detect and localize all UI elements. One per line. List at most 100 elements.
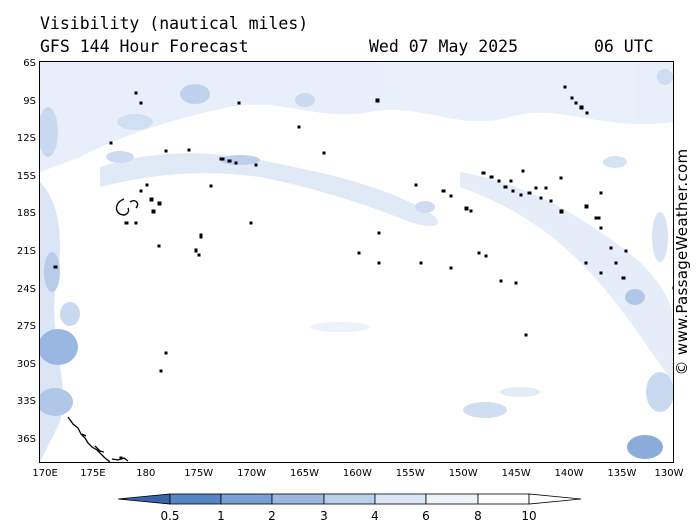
lon-label: 175E	[80, 468, 106, 479]
island-dot	[503, 185, 508, 189]
legend-level-label: 0.5	[160, 509, 180, 523]
lon-label: 155W	[395, 468, 425, 479]
island-dot	[614, 261, 618, 265]
haze-patch	[117, 114, 153, 130]
island-dot	[544, 186, 548, 190]
island-dot	[449, 194, 453, 198]
haze-patch	[60, 302, 80, 326]
island-dot	[585, 111, 589, 115]
forecast-time: 06 UTC	[594, 37, 654, 56]
lon-label: 175W	[184, 468, 214, 479]
visibility-shading	[40, 62, 673, 462]
island-dot	[534, 186, 538, 190]
lat-label: 33S	[16, 396, 36, 408]
new-zealand-coast	[67, 416, 129, 462]
lon-label: 180	[136, 468, 156, 479]
haze-patch	[106, 151, 134, 163]
legend-level-label: 3	[320, 509, 328, 523]
haze-band-central	[100, 153, 439, 227]
island-dot	[519, 193, 523, 197]
lat-label: 36S	[16, 434, 36, 445]
haze-patch	[310, 322, 370, 332]
island-dot	[594, 216, 598, 220]
haze-patch	[40, 388, 73, 416]
lon-label: 145W	[501, 468, 531, 479]
lon-label: 170W	[237, 468, 267, 479]
legend-swatch	[271, 493, 325, 505]
haze-patch	[463, 402, 507, 418]
legend-level-label: 4	[371, 509, 379, 523]
map-title: Visibility (nautical miles)	[40, 14, 309, 33]
haze-patch	[180, 84, 210, 104]
island-dot	[194, 248, 198, 253]
island-dot	[449, 266, 453, 270]
legend-level-label: 1	[217, 509, 225, 523]
island-dot	[159, 369, 163, 373]
haze-patch	[44, 252, 60, 292]
island-dot	[527, 191, 532, 195]
legend-swatch	[323, 493, 376, 505]
island-dot	[227, 159, 232, 163]
haze-patch	[603, 156, 627, 168]
island-dot	[609, 246, 613, 250]
island-dot	[497, 179, 501, 183]
island-dot	[297, 125, 301, 129]
island-dot	[209, 184, 213, 188]
island-dot	[157, 201, 162, 206]
island-dot	[524, 333, 528, 337]
lon-label: 170E	[32, 468, 58, 479]
island-dot	[484, 254, 488, 258]
island-dot	[489, 175, 494, 179]
haze-patch	[415, 201, 435, 213]
lon-label: 135W	[607, 468, 637, 479]
legend-swatch	[425, 493, 479, 505]
lat-label: 27S	[16, 321, 36, 333]
island-dot	[539, 196, 543, 200]
island-dot	[109, 141, 113, 145]
haze-patch	[500, 387, 540, 397]
island-dot	[157, 244, 161, 248]
island-dot	[599, 191, 603, 195]
lon-label: 165W	[290, 468, 319, 479]
island-dot	[563, 85, 567, 89]
island-dot	[53, 265, 58, 269]
island-dot	[584, 261, 588, 265]
lat-label: 15S	[16, 170, 36, 182]
haze-patch	[627, 435, 663, 459]
island-dot	[559, 176, 563, 180]
island-dot	[234, 161, 238, 165]
island-dot	[509, 179, 513, 183]
island-dot	[124, 221, 129, 225]
island-dot	[249, 221, 253, 225]
island-dot	[219, 157, 225, 161]
lon-label: 140W	[554, 468, 584, 479]
island-dot	[151, 209, 156, 214]
visibility-map[interactable]	[39, 61, 674, 463]
island-dot	[469, 209, 473, 213]
island-dot	[514, 281, 518, 285]
island-dot	[579, 105, 584, 110]
lat-label: 6S	[23, 58, 36, 69]
island-dot	[574, 101, 578, 105]
island-dot	[481, 171, 486, 175]
island-dot	[584, 204, 589, 209]
lat-label: 21S	[16, 246, 36, 257]
legend-level-label: 2	[268, 509, 276, 523]
island-dot	[441, 189, 446, 193]
haze-patch	[646, 372, 673, 412]
lat-label: 12S	[16, 133, 36, 145]
island-dot	[134, 221, 138, 225]
haze-patch	[657, 69, 673, 85]
island-dot	[570, 96, 574, 100]
island-dot	[621, 276, 626, 280]
island-dot	[322, 151, 326, 155]
island-dot	[199, 233, 203, 239]
legend-level-label: 10	[521, 509, 537, 523]
forecast-date: Wed 07 May 2025	[369, 37, 519, 56]
legend-level-label: 8	[474, 509, 482, 523]
haze-patch	[625, 289, 645, 305]
island-dot	[477, 251, 481, 255]
legend-level-label: 6	[422, 509, 430, 523]
island-dot	[597, 216, 601, 220]
lat-label: 18S	[16, 208, 36, 220]
